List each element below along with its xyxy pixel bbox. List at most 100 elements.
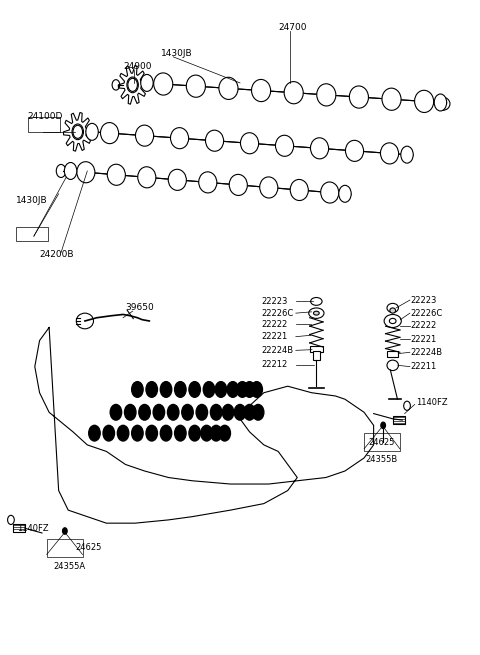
Ellipse shape bbox=[186, 75, 205, 98]
Text: 24200B: 24200B bbox=[39, 250, 74, 259]
Text: 22222: 22222 bbox=[262, 320, 288, 329]
Text: 22221: 22221 bbox=[411, 335, 437, 344]
Bar bbox=[312, 351, 320, 360]
Bar bbox=[16, 227, 48, 242]
Text: 1430JB: 1430JB bbox=[16, 196, 48, 205]
Ellipse shape bbox=[260, 177, 278, 198]
Circle shape bbox=[222, 404, 234, 420]
Ellipse shape bbox=[317, 84, 336, 106]
Ellipse shape bbox=[240, 133, 259, 154]
Ellipse shape bbox=[390, 308, 396, 313]
Circle shape bbox=[153, 404, 165, 420]
Ellipse shape bbox=[382, 88, 401, 110]
Circle shape bbox=[146, 382, 157, 398]
Bar bbox=[393, 416, 405, 424]
Ellipse shape bbox=[229, 174, 247, 195]
Circle shape bbox=[132, 425, 143, 441]
Ellipse shape bbox=[313, 311, 319, 315]
Circle shape bbox=[175, 425, 186, 441]
Circle shape bbox=[215, 382, 227, 398]
Ellipse shape bbox=[436, 97, 450, 110]
Text: 1140FZ: 1140FZ bbox=[416, 398, 447, 407]
Text: 24625: 24625 bbox=[75, 543, 102, 552]
Circle shape bbox=[244, 404, 255, 420]
Bar bbox=[310, 346, 323, 352]
Circle shape bbox=[210, 425, 222, 441]
Ellipse shape bbox=[138, 167, 156, 188]
Circle shape bbox=[244, 382, 255, 398]
Bar bbox=[387, 351, 398, 357]
Ellipse shape bbox=[64, 162, 77, 179]
Text: 22223: 22223 bbox=[262, 297, 288, 306]
Circle shape bbox=[139, 404, 150, 420]
Text: 22211: 22211 bbox=[411, 362, 437, 371]
Text: 22226C: 22226C bbox=[262, 309, 294, 318]
Text: 22226C: 22226C bbox=[411, 309, 443, 318]
Circle shape bbox=[168, 404, 179, 420]
Circle shape bbox=[251, 382, 263, 398]
Circle shape bbox=[160, 382, 172, 398]
Text: 22223: 22223 bbox=[411, 295, 437, 305]
Ellipse shape bbox=[170, 128, 189, 149]
Circle shape bbox=[189, 425, 200, 441]
Circle shape bbox=[124, 404, 136, 420]
Ellipse shape bbox=[311, 297, 322, 305]
Circle shape bbox=[189, 382, 200, 398]
Circle shape bbox=[110, 404, 121, 420]
Circle shape bbox=[201, 425, 212, 441]
Ellipse shape bbox=[100, 122, 119, 143]
Ellipse shape bbox=[199, 172, 217, 193]
Text: 39650: 39650 bbox=[125, 303, 154, 312]
Circle shape bbox=[175, 382, 186, 398]
Ellipse shape bbox=[205, 130, 224, 151]
Ellipse shape bbox=[141, 75, 153, 92]
Ellipse shape bbox=[434, 94, 446, 111]
Ellipse shape bbox=[349, 86, 369, 108]
Circle shape bbox=[227, 382, 239, 398]
Ellipse shape bbox=[321, 182, 339, 203]
Ellipse shape bbox=[381, 422, 385, 428]
Ellipse shape bbox=[290, 179, 308, 200]
Circle shape bbox=[182, 404, 193, 420]
Bar bbox=[28, 117, 60, 132]
Circle shape bbox=[237, 382, 248, 398]
Ellipse shape bbox=[252, 79, 271, 102]
Ellipse shape bbox=[381, 143, 398, 164]
Ellipse shape bbox=[384, 314, 401, 328]
Text: 1430JB: 1430JB bbox=[161, 49, 193, 58]
Ellipse shape bbox=[387, 360, 398, 371]
Ellipse shape bbox=[415, 90, 433, 113]
Ellipse shape bbox=[219, 77, 238, 100]
Text: 24700: 24700 bbox=[278, 23, 307, 32]
Circle shape bbox=[146, 425, 157, 441]
Ellipse shape bbox=[168, 169, 186, 191]
Circle shape bbox=[196, 404, 207, 420]
Circle shape bbox=[89, 425, 100, 441]
Circle shape bbox=[132, 382, 143, 398]
Circle shape bbox=[160, 425, 172, 441]
Ellipse shape bbox=[309, 308, 324, 318]
Ellipse shape bbox=[76, 313, 94, 329]
Text: 24625: 24625 bbox=[369, 438, 395, 447]
Ellipse shape bbox=[284, 82, 303, 103]
Circle shape bbox=[252, 404, 264, 420]
Circle shape bbox=[203, 382, 215, 398]
Circle shape bbox=[103, 425, 115, 441]
Circle shape bbox=[234, 404, 246, 420]
Text: 24355B: 24355B bbox=[365, 455, 397, 464]
Ellipse shape bbox=[86, 123, 98, 140]
Text: 22212: 22212 bbox=[262, 360, 288, 369]
Bar bbox=[13, 525, 25, 533]
Ellipse shape bbox=[62, 528, 67, 534]
Text: 24100D: 24100D bbox=[28, 112, 63, 121]
Ellipse shape bbox=[311, 138, 329, 159]
Ellipse shape bbox=[276, 135, 294, 157]
Ellipse shape bbox=[346, 140, 363, 161]
Circle shape bbox=[210, 404, 222, 420]
Bar bbox=[364, 433, 400, 451]
Circle shape bbox=[219, 425, 230, 441]
Text: 22224B: 22224B bbox=[262, 346, 294, 355]
Ellipse shape bbox=[339, 185, 351, 202]
Ellipse shape bbox=[107, 164, 125, 185]
Ellipse shape bbox=[401, 146, 413, 163]
